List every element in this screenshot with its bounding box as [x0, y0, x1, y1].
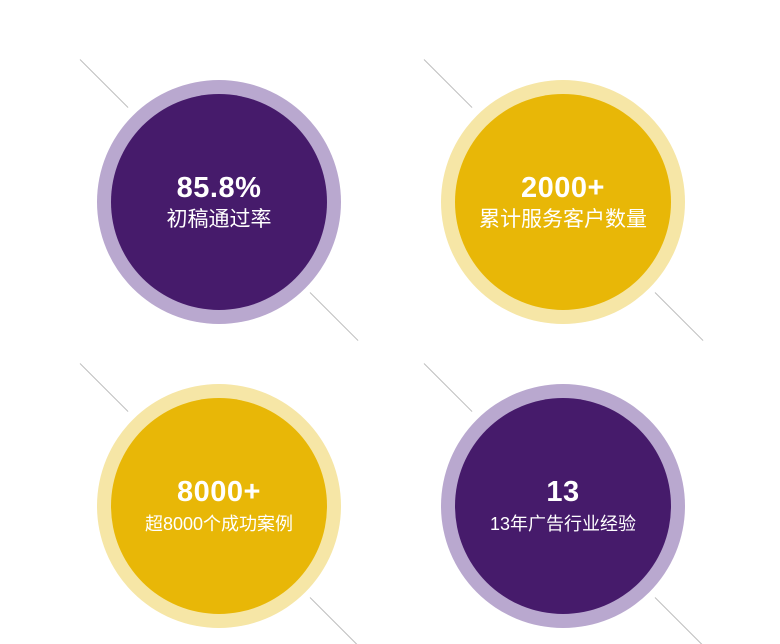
stat-value: 85.8% [176, 171, 262, 204]
stat-inner: 8000+ 超8000个成功案例 [111, 398, 327, 614]
stat-label: 超8000个成功案例 [144, 513, 294, 534]
stat-circle-approval-rate: 85.8% 初稿通过率 [97, 80, 341, 324]
stat-value: 13 [546, 475, 580, 508]
stat-inner: 13 13年广告行业经验 [455, 398, 671, 614]
stat-value: 8000+ [177, 475, 261, 508]
decor-line [79, 363, 129, 412]
stat-inner: 85.8% 初稿通过率 [111, 94, 327, 310]
stat-circle-cases: 8000+ 超8000个成功案例 [97, 384, 341, 628]
stat-label: 13年广告行业经验 [489, 513, 637, 534]
decor-line [309, 597, 359, 644]
stat-inner: 2000+ 累计服务客户数量 [455, 94, 671, 310]
stat-value: 2000+ [521, 171, 605, 204]
decor-line [423, 59, 473, 108]
decor-line [654, 597, 704, 644]
decor-line [309, 292, 359, 341]
decor-line [654, 292, 704, 341]
decor-line [79, 59, 129, 108]
stat-label: 初稿通过率 [166, 207, 272, 231]
decor-line [423, 363, 473, 412]
stat-label: 累计服务客户数量 [479, 207, 647, 231]
stat-circle-years: 13 13年广告行业经验 [441, 384, 685, 628]
stat-circle-clients: 2000+ 累计服务客户数量 [441, 80, 685, 324]
